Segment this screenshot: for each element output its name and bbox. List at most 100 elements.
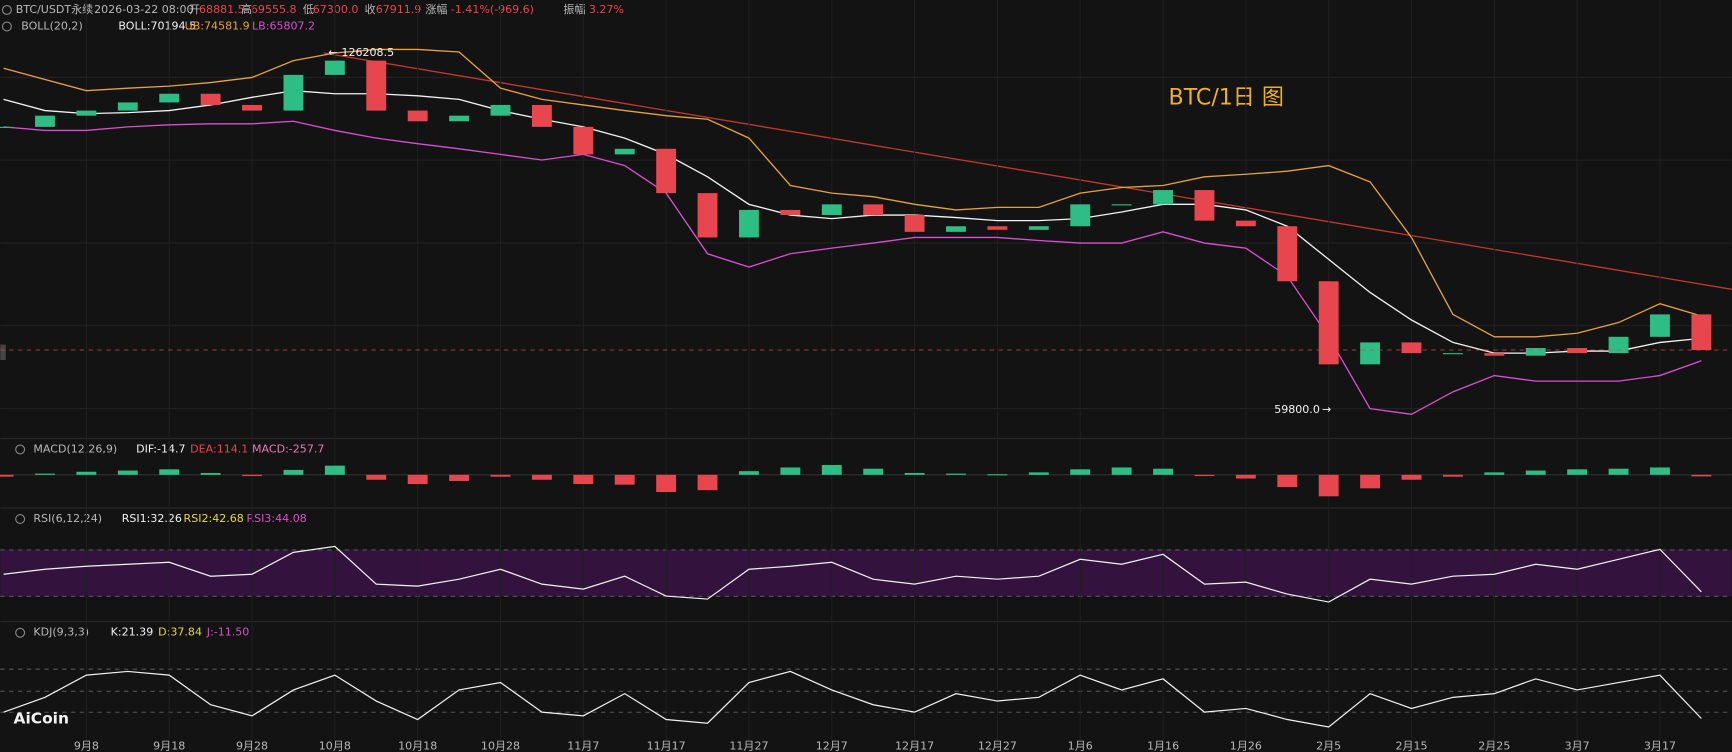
candle (1070, 204, 1091, 227)
macd-bar (1442, 474, 1463, 477)
boll-mid: BOLL:70194.5 (118, 20, 196, 33)
kdj-k-line (3, 670, 1702, 728)
rsi-label: RSI(6,12,24) (33, 512, 102, 525)
candle (780, 209, 801, 216)
candle (904, 215, 925, 232)
low-label: 低 (303, 3, 314, 16)
macd-bar (1070, 469, 1091, 475)
x-tick-label: 2月15 (1395, 739, 1427, 752)
candle (821, 204, 842, 216)
candle (1194, 190, 1215, 221)
grid (0, 76, 1732, 623)
candle (614, 148, 635, 155)
candle (366, 60, 387, 111)
candle (1111, 204, 1132, 206)
macd-bar (117, 470, 138, 475)
macd-bar (1401, 474, 1422, 480)
x-tick-label: 12月7 (816, 739, 848, 752)
x-tick-label: 11月17 (647, 739, 686, 752)
rsi2: RSI2:42.68 (184, 512, 244, 525)
high-arrow: ← (328, 46, 337, 59)
candle (283, 74, 304, 111)
candle (1318, 281, 1339, 365)
kdj-label: KDJ(9,3,3) (33, 626, 89, 639)
macd-bar (1525, 470, 1546, 475)
candle (490, 104, 511, 116)
macd-dif: DIF:-14.7 (136, 442, 186, 455)
guide-lines (0, 549, 1732, 713)
change-value: -1.41%(-969.6) (451, 3, 534, 16)
trend-line (323, 52, 1732, 290)
macd-bar (200, 472, 221, 475)
macd-bar (697, 474, 718, 491)
candle (1360, 342, 1381, 365)
candle (76, 110, 97, 116)
macd-bar (1691, 474, 1712, 477)
x-tick-label: 1月16 (1147, 739, 1179, 752)
candle (1442, 353, 1463, 355)
candle (739, 209, 759, 238)
kdj-j: J:-11.50 (206, 626, 250, 639)
high-label: 高 (241, 2, 252, 16)
boll-ub: UB:74581.9 (185, 20, 250, 33)
header-icons (1, 4, 26, 638)
macd-bar (1567, 469, 1588, 475)
candle (946, 226, 966, 232)
macd-bar (0, 474, 14, 477)
close-label: 收 (365, 2, 376, 16)
macd-bar (407, 474, 428, 485)
candle (1608, 336, 1629, 354)
x-tick-label: 2月5 (1316, 739, 1341, 752)
macd-bar (946, 473, 966, 475)
candle (200, 93, 221, 105)
candle (697, 193, 718, 238)
macd-bar (1028, 472, 1049, 475)
candle (1525, 348, 1546, 356)
macd-bar (531, 474, 552, 480)
macd-bar (573, 474, 594, 485)
candle (1567, 348, 1588, 354)
boll-upper (3, 48, 1702, 338)
macd-bar (1318, 474, 1339, 497)
candle (117, 102, 138, 111)
macd-bar (656, 474, 677, 493)
candle (1401, 342, 1422, 354)
candle (324, 60, 345, 75)
open-label: 开 (189, 3, 200, 16)
side-handle (0, 344, 6, 360)
candle (1235, 220, 1256, 227)
rsi1: RSI1:32.26 (122, 512, 182, 525)
macd-bar (283, 469, 304, 475)
candle (656, 148, 677, 194)
x-tick-label: 3月17 (1644, 739, 1676, 752)
candle (863, 204, 884, 216)
watermark: AiCoin (14, 709, 69, 727)
macd-bar (324, 465, 345, 475)
macd-bar (863, 468, 884, 475)
macd-bar (1608, 468, 1629, 475)
x-tick-label: 3月7 (1565, 739, 1590, 752)
x-tick-label: 12月17 (895, 739, 934, 752)
candle (449, 115, 470, 122)
macd-bar (1111, 467, 1132, 475)
x-tick-label: 1月6 (1068, 739, 1093, 752)
candle (159, 93, 180, 103)
candle (573, 126, 594, 155)
macd-bar (1360, 474, 1381, 489)
candle (1277, 226, 1298, 282)
close-value: 67911.9 (376, 3, 422, 16)
low-arrow: → (1322, 403, 1331, 416)
macd-bar (1153, 468, 1173, 475)
macd-bar (904, 472, 925, 475)
macd-bar (490, 474, 511, 477)
kdj-k: K:21.39 (111, 626, 154, 639)
macd-bar (366, 474, 387, 480)
macd-bar (614, 474, 635, 485)
rsi-line (3, 545, 1702, 603)
x-tick-label: 10月28 (481, 739, 520, 752)
candle (1650, 314, 1670, 337)
macd-bar (987, 474, 1008, 476)
